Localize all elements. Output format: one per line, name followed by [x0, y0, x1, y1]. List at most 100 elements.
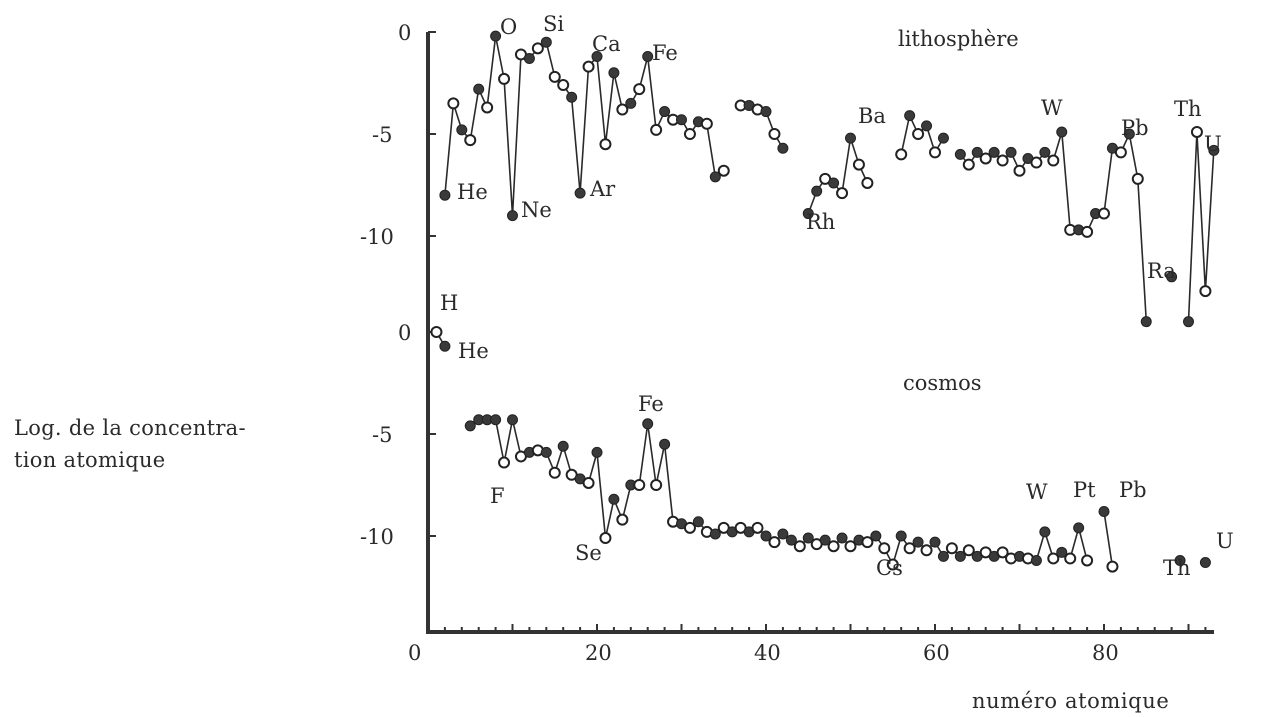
cosmos-label-U: U	[1216, 529, 1234, 553]
lithosphere-point	[802, 208, 814, 220]
cosmos-line	[1103, 511, 1114, 567]
cosmos-point	[886, 558, 899, 571]
cosmos-point	[996, 546, 1009, 559]
lithosphere-point	[574, 187, 586, 199]
lithosphere-point	[1013, 164, 1026, 177]
lithosphere-point	[548, 70, 561, 83]
cosmos-point	[557, 440, 569, 452]
lithosphere-point	[1098, 207, 1110, 220]
cosmos-label-Cs: Cs	[876, 556, 903, 580]
cosmos-point	[439, 340, 451, 352]
lithosphere-point	[599, 138, 612, 151]
lithosphere-point	[591, 50, 603, 62]
lithosphere-point	[921, 120, 933, 132]
lithosphere-point	[540, 36, 552, 48]
lithosphere-point	[717, 164, 730, 177]
lithosphere-point	[1123, 128, 1135, 140]
cosmos-point	[802, 532, 814, 544]
lithosphere-point	[828, 177, 840, 189]
cosmos-point	[709, 528, 721, 540]
lithosphere-point	[971, 146, 983, 158]
lithosphere-point	[1047, 154, 1060, 167]
cosmos-point	[659, 438, 671, 450]
cosmos-point	[954, 550, 966, 562]
panel-title-cosmos: cosmos	[903, 371, 982, 395]
lithosphere-point	[912, 128, 925, 140]
lithosphere-point	[700, 117, 713, 130]
cosmos-point	[1174, 554, 1186, 566]
lithosphere-point	[988, 146, 1000, 158]
cosmos-point	[793, 540, 806, 553]
lithosphere-point	[979, 152, 992, 165]
cosmos-point	[836, 532, 848, 544]
cosmos-label-Th: Th	[1163, 556, 1191, 580]
cosmos-point	[692, 516, 704, 528]
cosmos-point	[1098, 506, 1110, 518]
cosmos-point	[1199, 557, 1211, 569]
cosmos-point	[827, 540, 840, 553]
lithosphere-point	[895, 148, 908, 161]
y-ticks: 0 -5 -10 0 -5 -10	[360, 21, 436, 549]
lithosphere-point	[1005, 146, 1017, 158]
x-tick-label: 0	[408, 641, 421, 665]
y-axis-label: Log. de la concentra- tion atomique	[14, 412, 374, 476]
lithosphere-point	[447, 97, 460, 110]
cosmos-point	[777, 528, 789, 540]
lithosphere-point	[625, 97, 637, 109]
cosmos-point	[507, 414, 518, 426]
cosmos-point	[1073, 522, 1085, 534]
lithosphere-point	[1199, 285, 1212, 298]
x-tick-label: 40	[754, 641, 781, 665]
cosmos-point	[650, 479, 663, 491]
lithosphere-point	[1183, 316, 1194, 328]
lithosphere-point	[768, 128, 781, 140]
lithosphere-line	[1187, 131, 1215, 322]
lithosphere-point	[608, 67, 620, 79]
cosmos-point	[819, 534, 831, 546]
lithosphere-point	[481, 101, 494, 114]
cosmos-point	[895, 530, 907, 542]
cosmos-point	[870, 530, 882, 542]
cosmos-point	[878, 542, 891, 555]
lithosphere-point	[566, 91, 578, 103]
cosmos-point	[616, 513, 629, 526]
cosmos-point	[683, 521, 696, 534]
cosmos-point	[937, 550, 949, 562]
y-tick-label: -10	[360, 525, 394, 549]
lithosphere-line	[807, 137, 869, 214]
cosmos-label-W: W	[1026, 480, 1048, 504]
lithosphere-point	[683, 128, 696, 140]
cosmos-point	[751, 521, 764, 534]
lithosphere-point	[852, 158, 865, 171]
cosmos-point	[962, 544, 975, 557]
cosmos-point	[760, 530, 772, 542]
cosmos-point	[430, 326, 443, 338]
lithosphere-point	[582, 60, 595, 73]
cosmos-point	[1106, 560, 1119, 573]
cosmos-point	[785, 534, 797, 546]
cosmos-point	[1081, 554, 1094, 567]
lithosphere-point	[531, 42, 544, 55]
lithosphere-point	[1208, 144, 1220, 156]
cosmos-point	[929, 536, 941, 548]
cosmos-point	[608, 493, 620, 505]
lithosphere-point	[996, 154, 1009, 167]
litho-label-Si: Si	[543, 12, 564, 36]
lithosphere-point	[490, 30, 502, 42]
cosmos-point	[861, 536, 874, 549]
y-axis-label-line1: Log. de la concentra-	[14, 416, 246, 440]
lithosphere-point	[709, 171, 721, 183]
x-ticks: 0 20 40 60 80	[408, 624, 1207, 665]
lithosphere-point	[929, 146, 941, 159]
lithosphere-point	[954, 148, 966, 160]
litho-label-O: O	[500, 15, 517, 39]
cosmos-point	[912, 536, 924, 548]
lithosphere-point	[760, 106, 772, 118]
lithosphere-point	[1166, 271, 1178, 283]
litho-label-Ra: Ra	[1147, 259, 1176, 283]
lithosphere-point	[498, 72, 511, 85]
lithosphere-point	[1140, 316, 1152, 328]
litho-label-Rh: Rh	[806, 210, 835, 234]
lithosphere-point	[777, 142, 789, 154]
x-axis-label: numéro atomique	[972, 689, 1170, 713]
